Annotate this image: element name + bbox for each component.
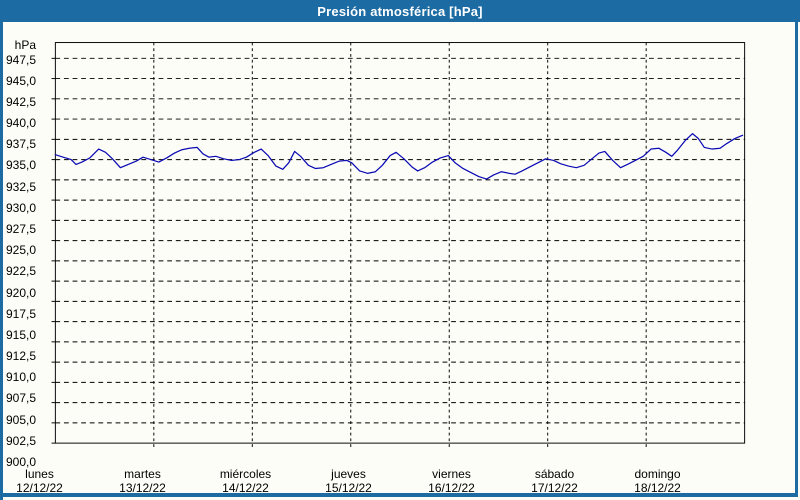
y-axis-tick-label: 945,0 bbox=[5, 73, 36, 88]
x-axis-tick-label: lunes 12/12/22 bbox=[0, 467, 92, 495]
y-axis-tick-label: 920,0 bbox=[5, 285, 36, 300]
day-name-label: viernes bbox=[432, 466, 471, 481]
y-axis-tick-label: 907,5 bbox=[5, 391, 36, 406]
y-axis-tick-label: 932,5 bbox=[5, 179, 36, 194]
chart-area: hPa 947,5 945,0 942,5 940,0 937,5 935,0 932,5 9… bbox=[0, 22, 800, 500]
x-axis-tick-label: viernes 16/12/22 bbox=[400, 467, 504, 495]
y-axis-tick-label: 927,5 bbox=[5, 221, 36, 236]
date-label: 15/12/22 bbox=[325, 480, 372, 495]
x-axis-tick-label: martes 13/12/22 bbox=[91, 467, 195, 495]
date-label: 12/12/22 bbox=[16, 480, 63, 495]
y-axis-tick-label: 922,5 bbox=[5, 264, 36, 279]
y-axis-tick-label: 940,0 bbox=[5, 116, 36, 131]
y-axis-tick-label: 900,0 bbox=[5, 455, 36, 469]
y-axis-tick-label: 902,5 bbox=[5, 433, 36, 448]
day-name-label: jueves bbox=[331, 466, 366, 481]
y-axis-tick-label: 930,0 bbox=[5, 200, 36, 215]
y-axis-tick-label: 910,0 bbox=[5, 370, 36, 385]
date-label: 16/12/22 bbox=[428, 480, 475, 495]
date-label: 14/12/22 bbox=[222, 480, 269, 495]
date-label: 18/12/22 bbox=[634, 480, 681, 495]
window-border-bottom bbox=[0, 493, 798, 497]
day-name-label: sábado bbox=[534, 466, 575, 481]
window-title: Presión atmosférica [hPa] bbox=[317, 3, 483, 19]
y-axis-tick-label: 912,5 bbox=[5, 349, 36, 364]
y-axis-tick-label: 937,5 bbox=[5, 137, 36, 152]
plot-frame bbox=[54, 42, 746, 444]
y-axis-unit-label: hPa bbox=[14, 38, 36, 52]
window-titlebar: Presión atmosférica [hPa] bbox=[0, 0, 800, 22]
y-axis-tick-label: 925,0 bbox=[5, 243, 36, 258]
pressure-chart bbox=[51, 42, 746, 449]
y-axis-tick-label: 947,5 bbox=[5, 52, 36, 67]
y-axis-tick-label: 942,5 bbox=[5, 94, 36, 109]
x-axis-tick-label: jueves 15/12/22 bbox=[297, 467, 401, 495]
day-name-label: miércoles bbox=[219, 466, 272, 481]
day-name-label: domingo bbox=[634, 466, 681, 481]
y-axis-tick-label: 917,5 bbox=[5, 306, 36, 321]
x-axis-tick-label: domingo 18/12/22 bbox=[606, 467, 710, 495]
pressure-line bbox=[54, 133, 744, 180]
y-axis-tick-label: 935,0 bbox=[5, 158, 36, 173]
day-name-label: martes bbox=[124, 466, 161, 481]
day-name-label: lunes bbox=[25, 466, 54, 481]
window-border-right bbox=[795, 22, 798, 497]
window-border-left bbox=[0, 22, 3, 500]
date-label: 17/12/22 bbox=[531, 480, 578, 495]
x-axis-tick-label: miércoles 14/12/22 bbox=[194, 467, 298, 495]
x-axis-tick-label: sábado 17/12/22 bbox=[503, 467, 607, 495]
y-axis-tick-label: 905,0 bbox=[5, 412, 36, 427]
date-label: 13/12/22 bbox=[119, 480, 166, 495]
y-axis-tick-label: 915,0 bbox=[5, 327, 36, 342]
